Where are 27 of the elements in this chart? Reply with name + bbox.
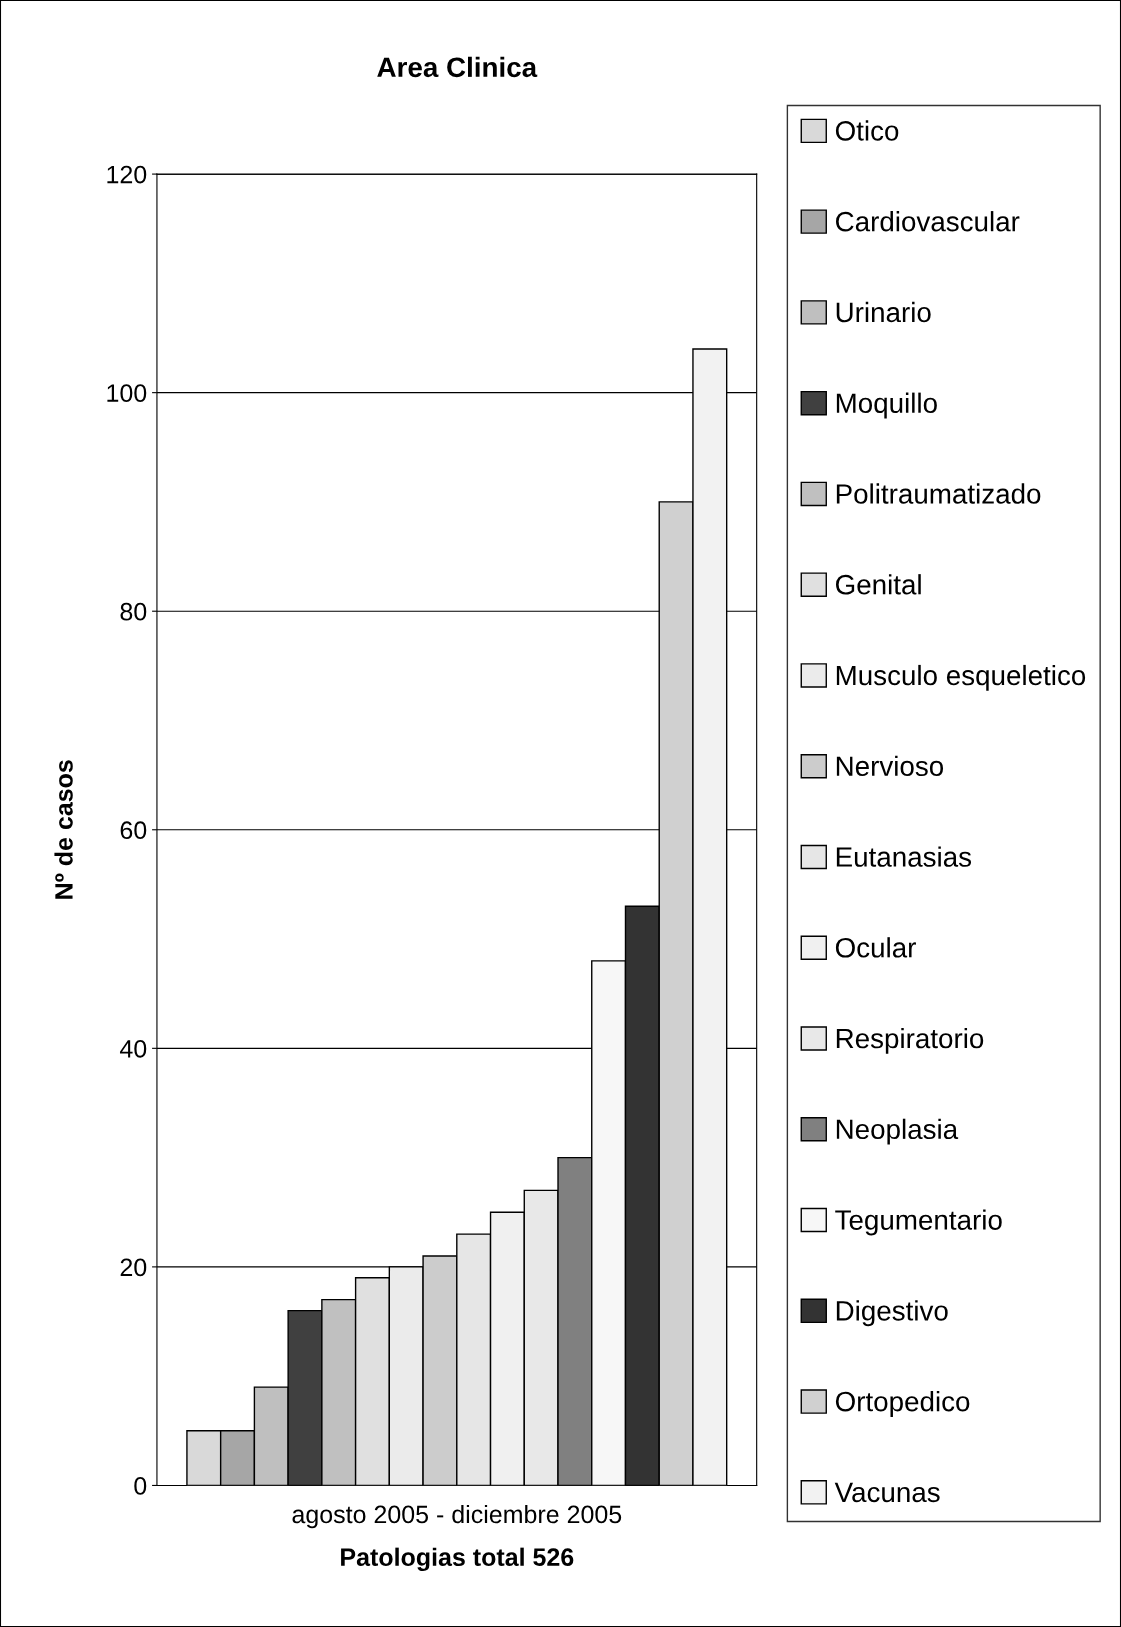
y-tick-label: 100 bbox=[107, 384, 147, 402]
y-tick-label: 60 bbox=[120, 821, 147, 840]
y-tick-label: 0 bbox=[134, 1477, 147, 1495]
legend-label: Respiratorio bbox=[836, 1027, 984, 1054]
legend-label: Politraumatizado bbox=[836, 483, 1041, 504]
legend-label: Moquillo bbox=[836, 392, 937, 419]
legend-label: Genital bbox=[836, 574, 921, 595]
y-axis-title: Nº de casos bbox=[54, 760, 73, 899]
legend-label: Otico bbox=[835, 120, 899, 141]
legend-label: Nervioso bbox=[836, 755, 944, 777]
y-tick-label: 20 bbox=[120, 1258, 147, 1277]
legend-label: Digestivo bbox=[836, 1300, 948, 1327]
legend-label: Eutanasias bbox=[836, 846, 972, 867]
y-tick-label: 120 bbox=[107, 165, 147, 184]
legend-label: Musculo esqueletico bbox=[836, 664, 1086, 691]
legend-label: Ocular bbox=[835, 937, 916, 958]
legend-label: Cardiovascular bbox=[836, 211, 1020, 232]
legend-label: Tegumentario bbox=[835, 1209, 1002, 1236]
legend-label: Urinario bbox=[836, 301, 931, 323]
legend-label: Vacunas bbox=[834, 1482, 940, 1503]
chart-title: Area Clinica bbox=[377, 56, 538, 78]
legend-label: Ortopedico bbox=[835, 1391, 970, 1417]
x-axis-title: Patologias total 526 bbox=[341, 1547, 574, 1572]
x-tick-label: agosto 2005 - diciembre 2005 bbox=[292, 1504, 622, 1529]
y-tick-label: 80 bbox=[120, 602, 147, 621]
y-tick-label: 40 bbox=[119, 1039, 147, 1058]
legend-label: Neoplasia bbox=[836, 1118, 959, 1145]
